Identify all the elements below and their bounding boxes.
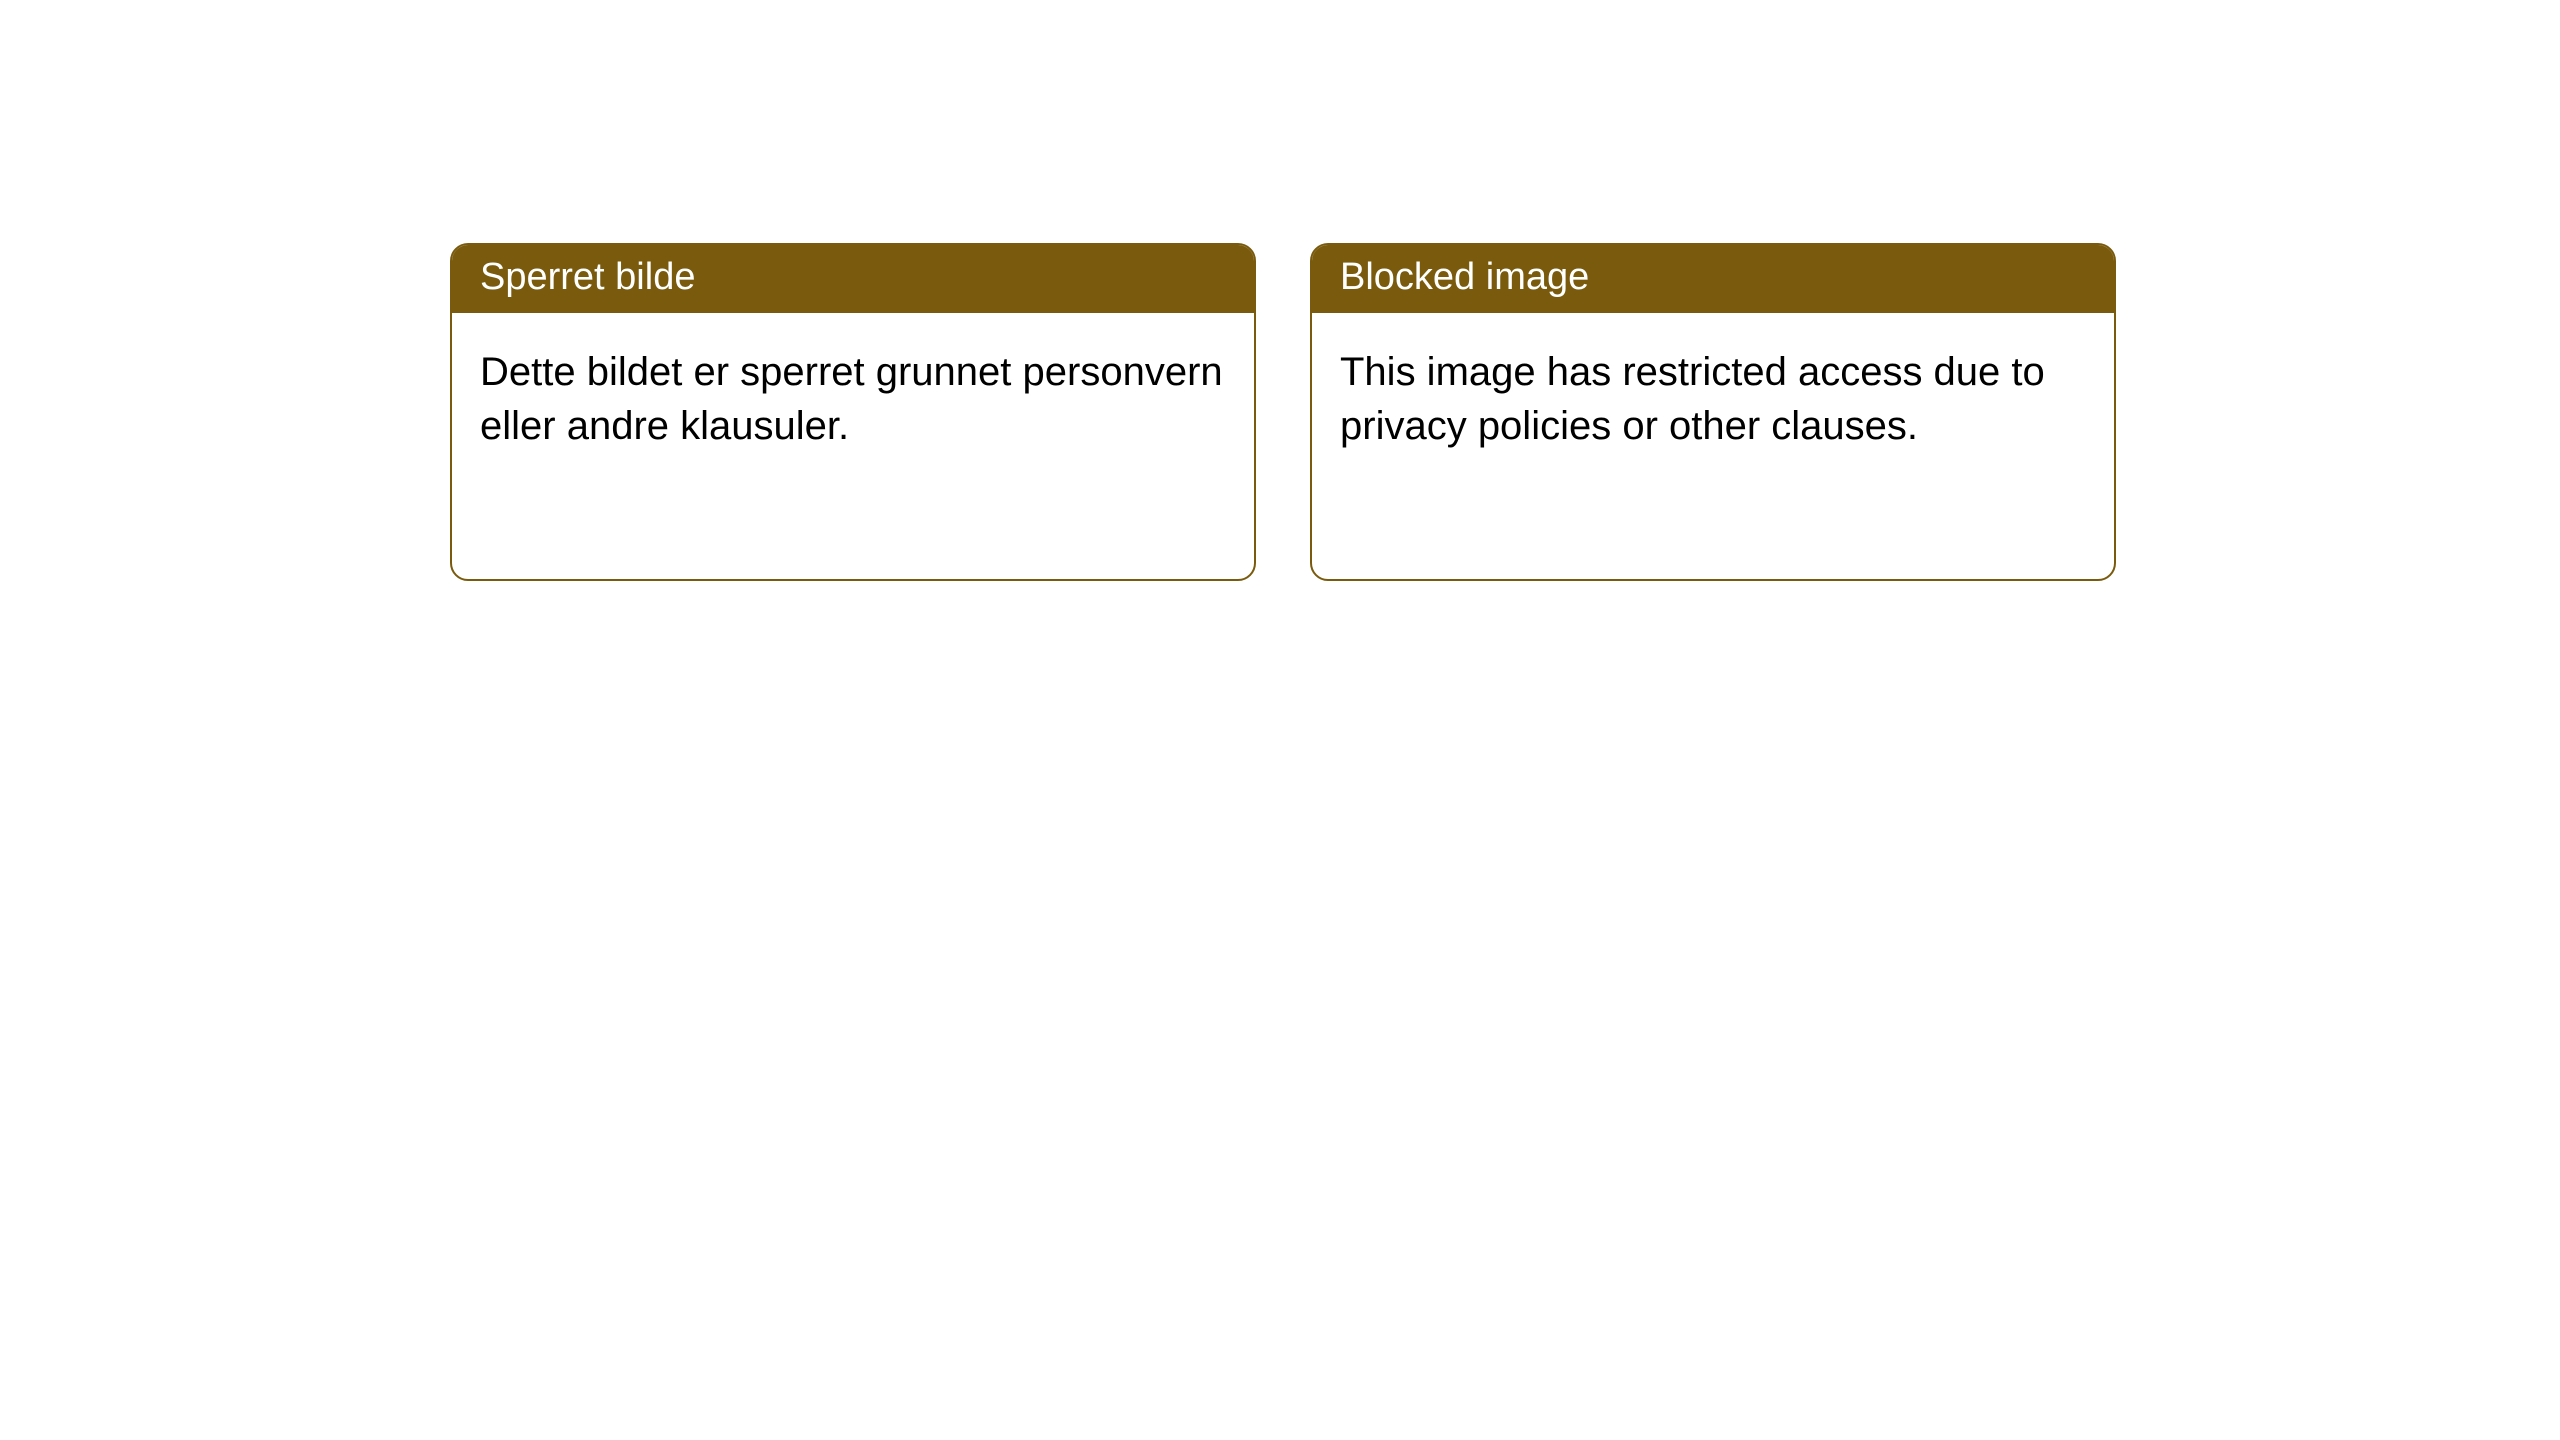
notice-card-container: Sperret bilde Dette bildet er sperret gr… <box>0 0 2560 581</box>
notice-card-norwegian: Sperret bilde Dette bildet er sperret gr… <box>450 243 1256 581</box>
notice-card-english: Blocked image This image has restricted … <box>1310 243 2116 581</box>
notice-card-title: Sperret bilde <box>452 245 1254 313</box>
notice-card-title: Blocked image <box>1312 245 2114 313</box>
notice-card-body: This image has restricted access due to … <box>1312 313 2114 485</box>
notice-card-body: Dette bildet er sperret grunnet personve… <box>452 313 1254 485</box>
